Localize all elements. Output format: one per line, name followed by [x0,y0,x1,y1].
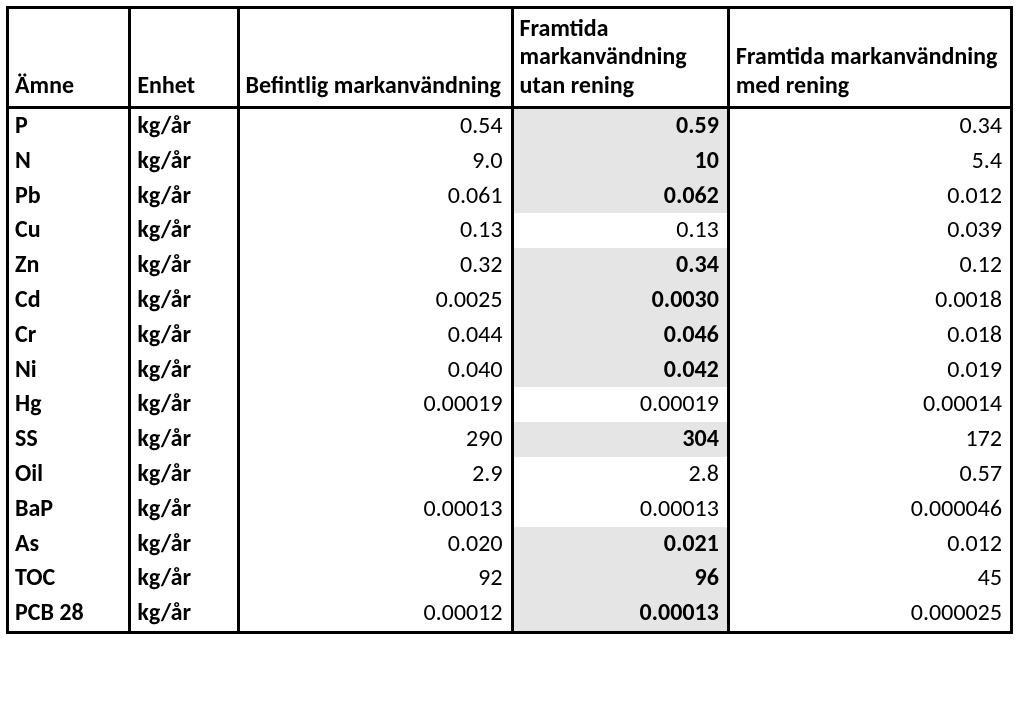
cell-befintlig: 2.9 [238,457,512,492]
cell-med-rening: 0.012 [728,179,1011,214]
cell-utan-rening: 0.59 [512,107,728,143]
cell-med-rening: 0.018 [728,318,1011,353]
cell-enhet: kg/år [130,213,238,248]
cell-amne: Cd [8,283,130,318]
cell-med-rening: 0.019 [728,353,1011,388]
col-header-enhet: Enhet [130,8,238,108]
emissions-table: Ämne Enhet Befintlig markanvändning Fram… [6,6,1013,634]
cell-utan-rening: 0.021 [512,527,728,562]
cell-befintlig: 0.044 [238,318,512,353]
cell-med-rening: 0.12 [728,248,1011,283]
cell-med-rening: 0.012 [728,527,1011,562]
cell-befintlig: 9.0 [238,144,512,179]
cell-utan-rening: 0.13 [512,213,728,248]
cell-befintlig: 0.00019 [238,387,512,422]
cell-utan-rening: 0.34 [512,248,728,283]
cell-med-rening: 172 [728,422,1011,457]
cell-amne: Zn [8,248,130,283]
cell-utan-rening: 0.046 [512,318,728,353]
cell-amne: BaP [8,492,130,527]
cell-enhet: kg/år [130,353,238,388]
cell-utan-rening: 0.0030 [512,283,728,318]
cell-befintlig: 290 [238,422,512,457]
cell-befintlig: 0.32 [238,248,512,283]
cell-enhet: kg/år [130,457,238,492]
cell-befintlig: 0.061 [238,179,512,214]
cell-amne: Pb [8,179,130,214]
cell-utan-rening: 96 [512,561,728,596]
cell-amne: SS [8,422,130,457]
cell-amne: Cr [8,318,130,353]
col-header-amne: Ämne [8,8,130,108]
table-row: Cukg/år0.130.130.039 [8,213,1012,248]
cell-enhet: kg/år [130,527,238,562]
cell-utan-rening: 2.8 [512,457,728,492]
cell-amne: P [8,107,130,143]
cell-enhet: kg/år [130,179,238,214]
cell-med-rening: 45 [728,561,1011,596]
cell-utan-rening: 0.00013 [512,596,728,632]
cell-enhet: kg/år [130,107,238,143]
cell-med-rening: 0.34 [728,107,1011,143]
cell-enhet: kg/år [130,561,238,596]
cell-enhet: kg/år [130,283,238,318]
cell-enhet: kg/år [130,144,238,179]
cell-befintlig: 0.00012 [238,596,512,632]
table-row: TOCkg/år929645 [8,561,1012,596]
cell-amne: Ni [8,353,130,388]
table-row: Nkg/år9.0105.4 [8,144,1012,179]
cell-amne: Cu [8,213,130,248]
cell-enhet: kg/år [130,387,238,422]
cell-enhet: kg/år [130,422,238,457]
cell-enhet: kg/år [130,318,238,353]
table-row: SSkg/år290304172 [8,422,1012,457]
cell-utan-rening: 0.062 [512,179,728,214]
cell-befintlig: 0.040 [238,353,512,388]
cell-befintlig: 0.020 [238,527,512,562]
table-row: Pbkg/år0.0610.0620.012 [8,179,1012,214]
col-header-med: Framtida markanvändning med rening [728,8,1011,108]
cell-utan-rening: 0.00013 [512,492,728,527]
col-header-befintlig: Befintlig markanvändning [238,8,512,108]
cell-utan-rening: 10 [512,144,728,179]
cell-amne: Hg [8,387,130,422]
table-row: Znkg/år0.320.340.12 [8,248,1012,283]
cell-befintlig: 0.0025 [238,283,512,318]
cell-enhet: kg/år [130,596,238,632]
cell-utan-rening: 0.042 [512,353,728,388]
col-header-utan: Framtida markanvändning utan rening [512,8,728,108]
cell-utan-rening: 304 [512,422,728,457]
cell-amne: Oil [8,457,130,492]
cell-befintlig: 0.00013 [238,492,512,527]
table-row: Askg/år0.0200.0210.012 [8,527,1012,562]
cell-amne: PCB 28 [8,596,130,632]
cell-amne: TOC [8,561,130,596]
cell-med-rening: 0.000046 [728,492,1011,527]
table-row: Hgkg/år0.000190.000190.00014 [8,387,1012,422]
table-row: Crkg/år0.0440.0460.018 [8,318,1012,353]
cell-med-rening: 0.57 [728,457,1011,492]
table-row: Nikg/år0.0400.0420.019 [8,353,1012,388]
cell-med-rening: 0.039 [728,213,1011,248]
cell-befintlig: 92 [238,561,512,596]
table-body: Pkg/år0.540.590.34Nkg/år9.0105.4Pbkg/år0… [8,107,1012,632]
table-row: BaPkg/år0.000130.000130.000046 [8,492,1012,527]
cell-med-rening: 0.000025 [728,596,1011,632]
cell-med-rening: 5.4 [728,144,1011,179]
cell-amne: As [8,527,130,562]
cell-befintlig: 0.54 [238,107,512,143]
cell-amne: N [8,144,130,179]
cell-befintlig: 0.13 [238,213,512,248]
table-row: Oilkg/år2.92.80.57 [8,457,1012,492]
cell-enhet: kg/år [130,248,238,283]
cell-med-rening: 0.0018 [728,283,1011,318]
cell-enhet: kg/år [130,492,238,527]
cell-utan-rening: 0.00019 [512,387,728,422]
table-row: Cdkg/år0.00250.00300.0018 [8,283,1012,318]
table-header-row: Ämne Enhet Befintlig markanvändning Fram… [8,8,1012,108]
table-row: Pkg/år0.540.590.34 [8,107,1012,143]
cell-med-rening: 0.00014 [728,387,1011,422]
table-row: PCB 28kg/år0.000120.000130.000025 [8,596,1012,632]
